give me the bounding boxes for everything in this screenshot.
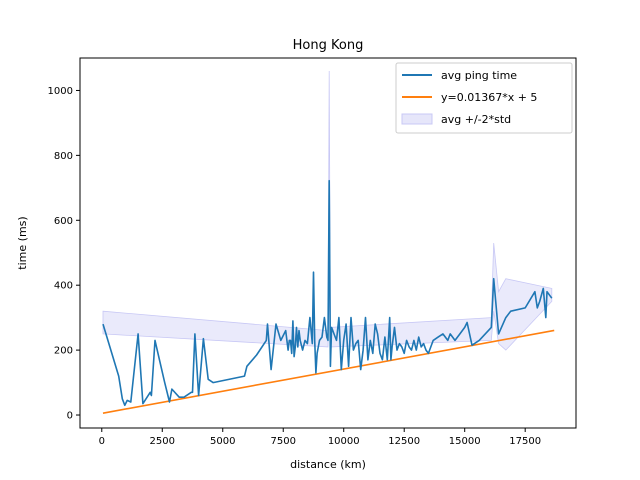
x-tick-label: 7500 xyxy=(271,436,296,447)
y-tick-label: 0 xyxy=(67,411,73,422)
x-tick-label: 10000 xyxy=(328,436,360,447)
x-tick-label: 2500 xyxy=(150,436,175,447)
fit-line xyxy=(102,329,555,414)
y-tick-label: 400 xyxy=(54,281,73,292)
legend-swatch-std-band xyxy=(401,113,433,125)
y-tick-label: 1000 xyxy=(48,86,73,97)
legend-label-std-band: avg +/-2*std xyxy=(441,113,511,126)
y-axis: 0 200 400 600 800 1000 xyxy=(48,86,80,422)
x-tick-label: 17500 xyxy=(509,436,541,447)
y-tick-label: 800 xyxy=(54,151,73,162)
legend-label-fit-line: y=0.01367*x + 5 xyxy=(441,91,537,104)
x-tick-label: 12500 xyxy=(388,436,420,447)
x-axis: 0 2500 5000 7500 10000 12500 15000 17500 xyxy=(99,428,541,447)
x-tick-label: 15000 xyxy=(449,436,481,447)
chart-title: Hong Kong xyxy=(293,38,364,53)
x-axis-label: distance (km) xyxy=(290,458,366,471)
legend: avg ping time y=0.01367*x + 5 avg +/-2*s… xyxy=(395,62,573,134)
y-axis-label: time (ms) xyxy=(16,216,29,269)
x-tick-label: 0 xyxy=(99,436,105,447)
y-tick-label: 200 xyxy=(54,346,73,357)
x-tick-label: 5000 xyxy=(210,436,235,447)
y-tick-label: 600 xyxy=(54,216,73,227)
avg-ping-line xyxy=(102,179,553,407)
legend-label-avg-ping-time: avg ping time xyxy=(441,69,517,82)
axes-frame xyxy=(79,57,577,429)
legend-box xyxy=(395,62,573,134)
plot-area xyxy=(102,70,555,414)
